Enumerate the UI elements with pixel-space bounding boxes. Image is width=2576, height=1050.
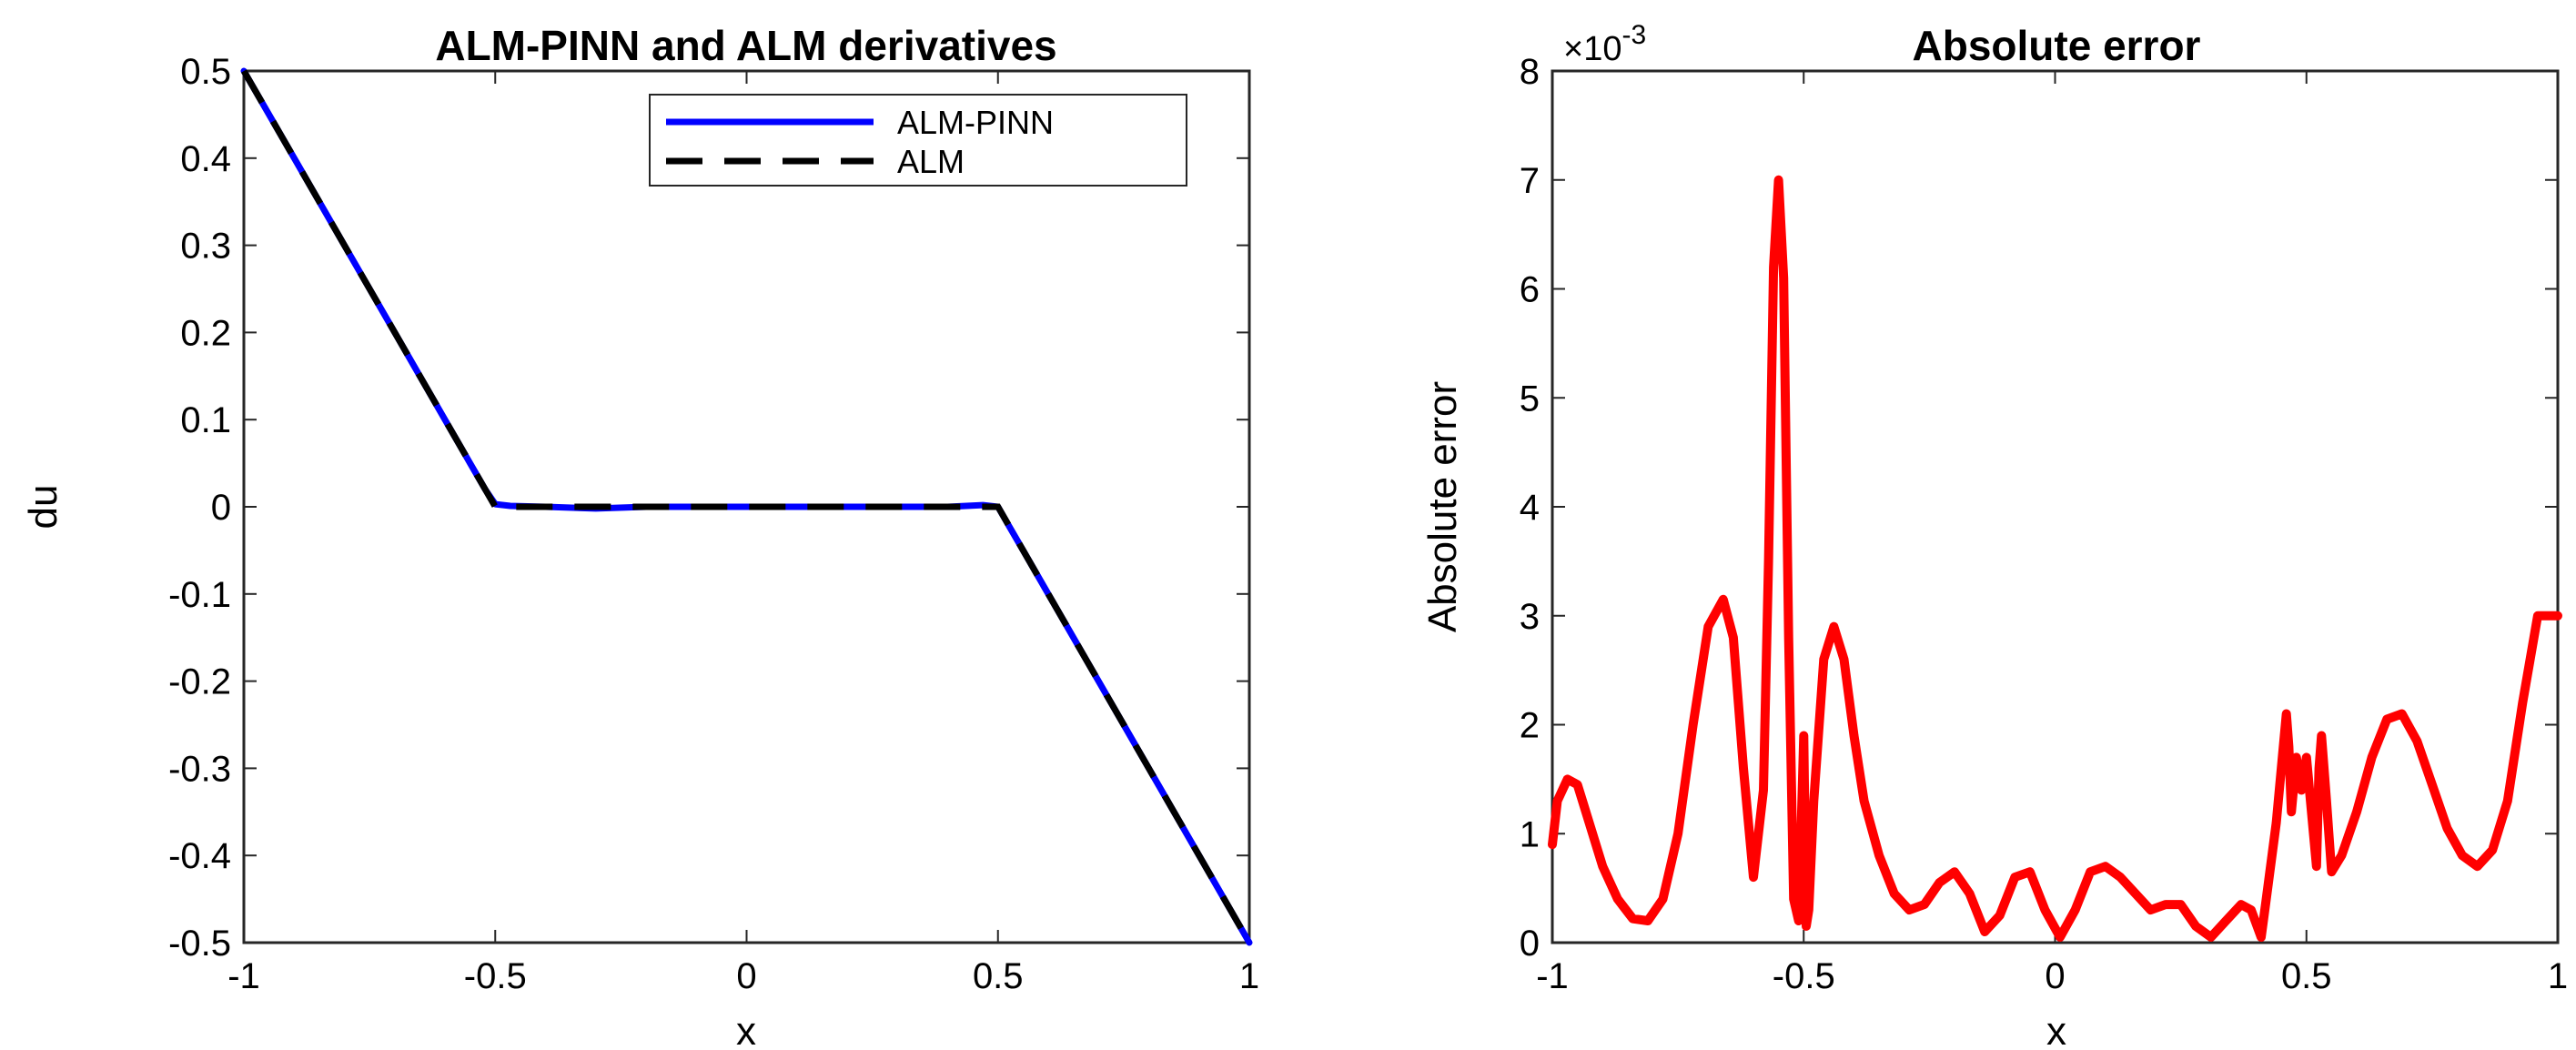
y-tick-label: 0.4: [180, 139, 231, 179]
alm-line: [240, 69, 1253, 944]
y-tick-label: 1: [1520, 814, 1540, 854]
y-tick-label: 4: [1520, 488, 1540, 528]
left-y-axis-label: du: [21, 485, 66, 530]
y-tick-label: -0.5: [168, 924, 231, 964]
left-chart: ALM-PINN and ALM derivatives du x -0.5-0…: [21, 22, 1259, 1050]
right-chart-title: Absolute error: [1913, 22, 2201, 69]
right-y-axis-label: Absolute error: [1420, 381, 1465, 632]
x-tick-label: 0: [736, 956, 756, 996]
y-tick-label: 0.3: [180, 227, 231, 267]
right-x-ticks: -1 -0.5 0 0.5 1: [1536, 71, 2568, 996]
legend-box: [649, 94, 1187, 187]
x-tick-label: 0.5: [2281, 956, 2332, 996]
left-legend: ALM-PINN ALM: [649, 94, 1187, 187]
x-tick-label: -0.5: [464, 956, 527, 996]
left-x-axis-label: x: [736, 1009, 756, 1050]
y-multiplier-exponent: -3: [1621, 20, 1646, 50]
y-tick-label: 0: [211, 488, 231, 528]
x-tick-label: -1: [1536, 956, 1569, 996]
y-multiplier-base: ×10: [1563, 30, 1621, 68]
y-tick-label: 0.1: [180, 400, 231, 440]
y-tick-label: -0.4: [168, 836, 231, 876]
x-tick-label: -1: [227, 956, 260, 996]
y-tick-label: 2: [1520, 706, 1540, 746]
x-tick-label: 1: [1239, 956, 1259, 996]
absolute-error-line: [1548, 175, 2562, 942]
y-tick-label: -0.1: [168, 575, 231, 615]
right-x-axis-label: x: [2046, 1009, 2066, 1050]
left-x-ticks: -1 -0.5 0 0.5 1: [227, 71, 1259, 996]
y-tick-label: 0: [1520, 924, 1540, 964]
y-tick-label: 5: [1520, 379, 1540, 419]
right-y-multiplier: ×10-3: [1563, 20, 1646, 68]
x-tick-label: 1: [2548, 956, 2568, 996]
y-tick-label: 8: [1520, 52, 1540, 92]
right-plot-area: [1551, 69, 2560, 944]
right-chart: Absolute error ×10-3 Absolute error x 0 1…: [1420, 20, 2568, 1050]
y-tick-label: -0.3: [168, 749, 231, 789]
x-tick-label: 0.5: [973, 956, 1024, 996]
y-tick-label: 6: [1520, 270, 1540, 310]
y-tick-label: -0.2: [168, 662, 231, 702]
right-y-ticks: 0 1 2 3 4 5 6 7 8: [1520, 52, 2558, 964]
legend-alm-pinn-label: ALM-PINN: [897, 104, 1054, 141]
legend-alm-label: ALM: [897, 143, 965, 180]
y-tick-label: 0.5: [180, 52, 231, 92]
y-tick-label: 3: [1520, 597, 1540, 637]
left-y-ticks: -0.5 -0.4 -0.3 -0.2 -0.1 0 0.1 0.2 0.3 0.4 0.5: [168, 52, 1249, 964]
x-tick-label: 0: [2045, 956, 2065, 996]
x-tick-label: -0.5: [1773, 956, 1835, 996]
y-tick-label: 0.2: [180, 313, 231, 353]
y-tick-label: 7: [1520, 161, 1540, 201]
left-chart-title: ALM-PINN and ALM derivatives: [435, 22, 1056, 69]
